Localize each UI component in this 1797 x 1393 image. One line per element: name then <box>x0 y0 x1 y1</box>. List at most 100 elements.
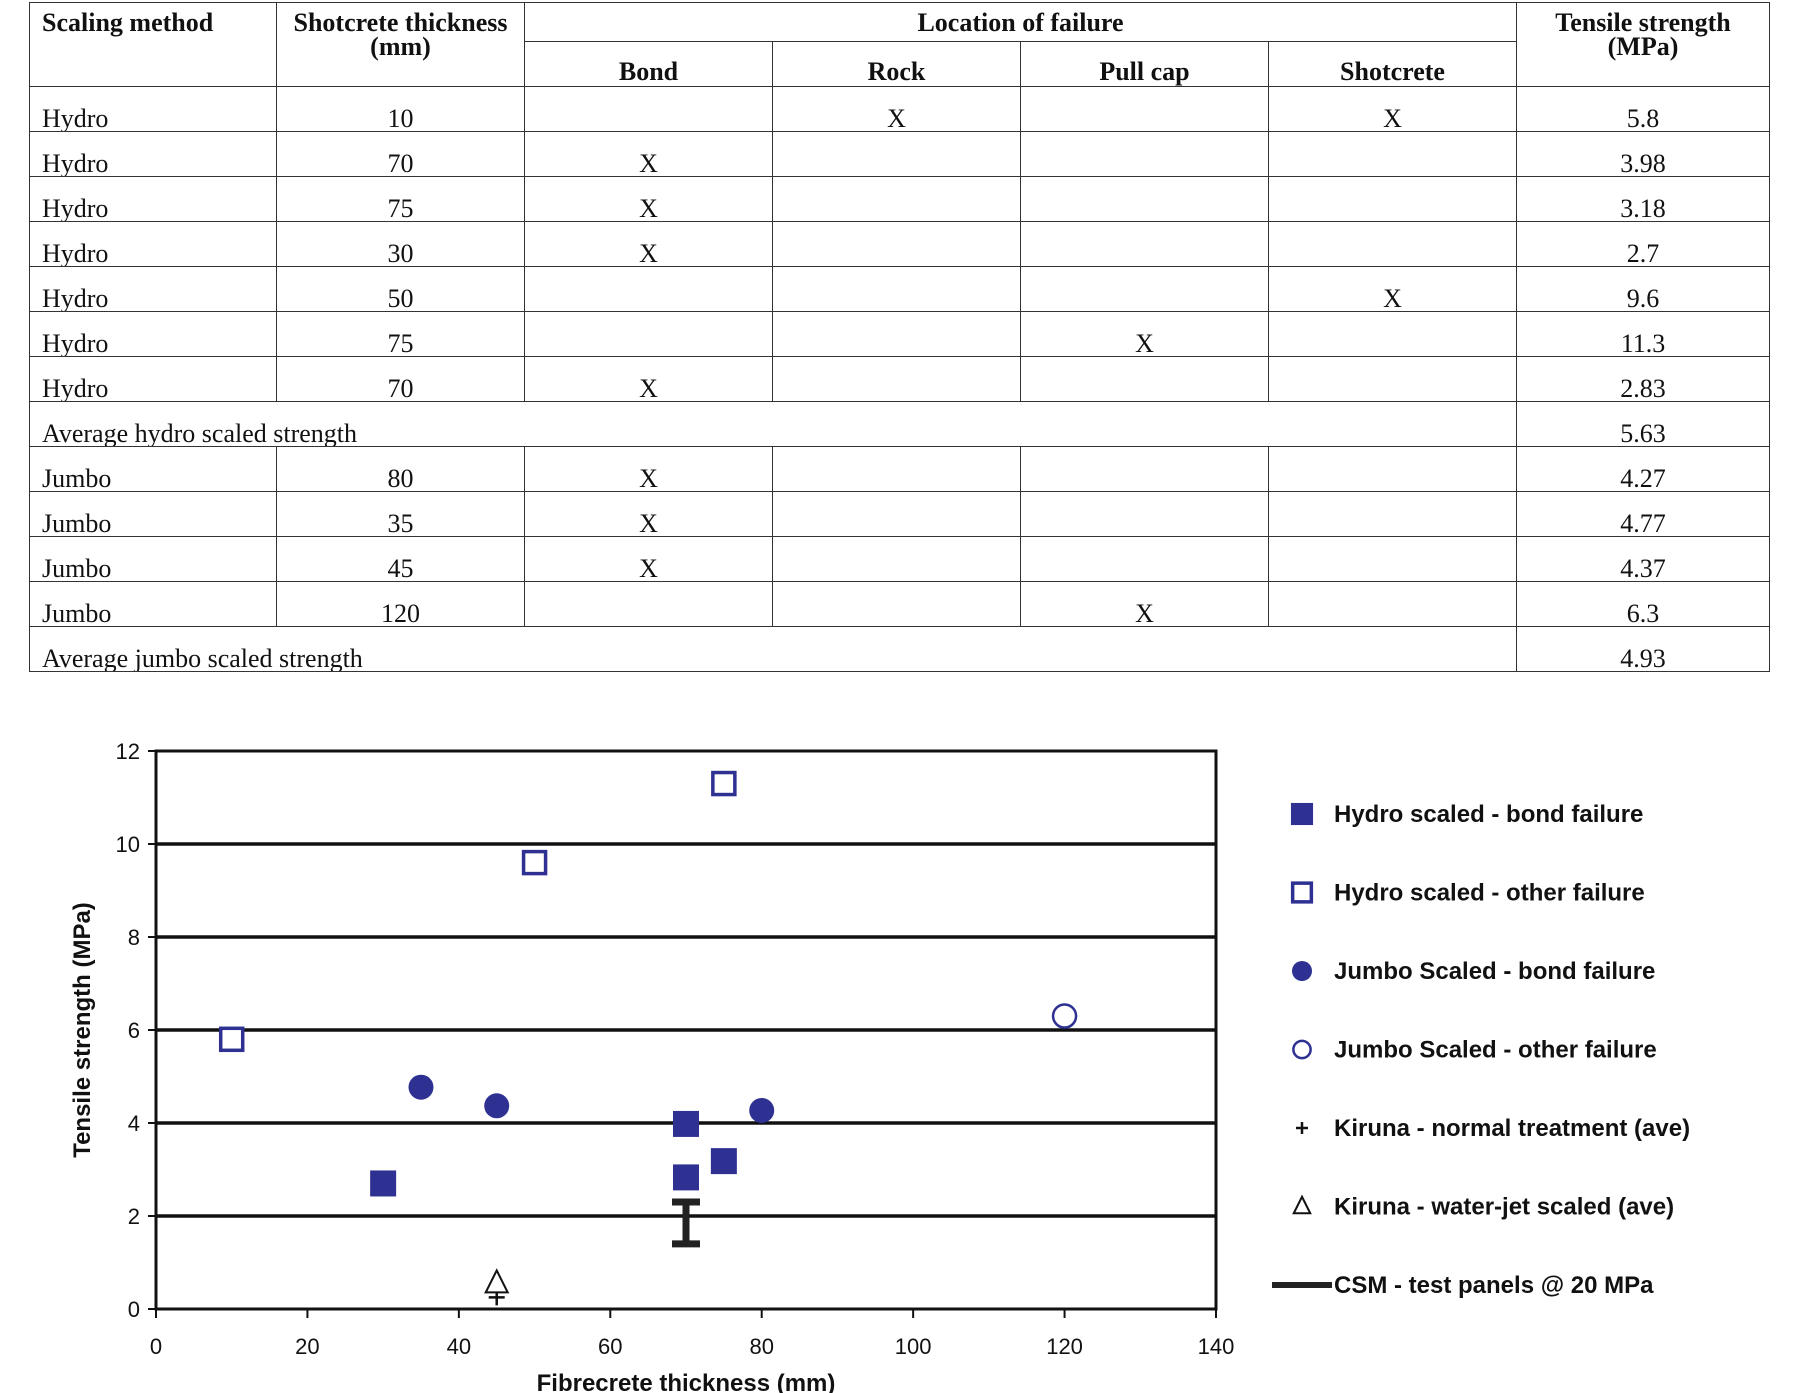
bond-cell: X <box>524 356 773 402</box>
pull-cap-cell <box>1020 176 1269 222</box>
rock-cell: X <box>772 86 1021 132</box>
scaling-method-cell: Hydro <box>29 311 277 357</box>
y-tick-label: 10 <box>116 832 140 857</box>
thickness-cell: 70 <box>276 131 525 177</box>
table-row: Hydro 50 X 9.6 <box>29 266 1770 312</box>
shotcrete-cell <box>1268 446 1517 492</box>
header-bond: Bond <box>524 41 773 87</box>
strength-cell: 11.3 <box>1516 311 1770 357</box>
bond-cell: X <box>524 446 773 492</box>
scaling-method-cell: Hydro <box>29 131 277 177</box>
bond-cell: X <box>524 221 773 267</box>
pull-cap-cell <box>1020 266 1269 312</box>
legend-label: Hydro scaled - bond failure <box>1334 801 1643 828</box>
legend-swatch-open-circle <box>1292 1039 1312 1060</box>
legend-label: Jumbo Scaled - other failure <box>1334 1037 1657 1064</box>
rock-cell <box>772 266 1021 312</box>
rock-cell <box>772 356 1021 402</box>
y-tick-label: 0 <box>128 1297 140 1322</box>
legend-swatch-open-square <box>1290 881 1314 904</box>
table-average-row: Average jumbo scaled strength 4.93 <box>29 626 1770 672</box>
y-tick-label: 6 <box>128 1018 140 1043</box>
pull-cap-cell: X <box>1020 581 1269 627</box>
table-row: Hydro 70 X 2.83 <box>29 356 1770 402</box>
legend-swatch-filled-circle <box>1292 961 1312 981</box>
rock-cell <box>772 221 1021 267</box>
bond-cell <box>524 86 773 132</box>
shotcrete-cell <box>1268 581 1517 627</box>
x-tick-label: 140 <box>1198 1334 1235 1359</box>
legend-label: Jumbo Scaled - bond failure <box>1334 958 1655 985</box>
header-scaling-method: Scaling method <box>29 2 277 87</box>
strength-cell: 3.98 <box>1516 131 1770 177</box>
x-tick-label: 20 <box>295 1334 319 1359</box>
thickness-cell: 70 <box>276 356 525 402</box>
shotcrete-cell <box>1268 536 1517 582</box>
scaling-method-cell: Jumbo <box>29 581 277 627</box>
rock-cell <box>772 446 1021 492</box>
strength-cell: 5.63 <box>1516 401 1770 447</box>
pull-cap-cell: X <box>1020 311 1269 357</box>
scaling-method-cell: Jumbo <box>29 446 277 492</box>
pull-cap-cell <box>1020 491 1269 537</box>
rock-cell <box>772 581 1021 627</box>
filled-circle-point <box>749 1097 775 1123</box>
y-tick-label: 8 <box>128 925 140 950</box>
table-body: Hydro 10 X X 5.8 Hydro 70 X 3.98 Hydro 75 X 3.18 Hydr… <box>29 86 1770 672</box>
header-thickness: Shotcrete thickness (mm) <box>276 2 525 87</box>
scaling-method-cell: Jumbo <box>29 536 277 582</box>
table-row: Jumbo 45 X 4.37 <box>29 536 1770 582</box>
header-rock: Rock <box>772 41 1021 87</box>
table-row: Hydro 10 X X 5.8 <box>29 86 1770 132</box>
legend: Hydro scaled - bond failure Hydro scaled … <box>1272 801 1690 1299</box>
x-tick-label: 40 <box>447 1334 471 1359</box>
strength-cell: 4.93 <box>1516 626 1770 672</box>
pull-cap-cell <box>1020 221 1269 267</box>
legend-swatch-open-triangle <box>1292 1194 1312 1215</box>
legend-label: CSM - test panels @ 20 MPa <box>1334 1272 1654 1299</box>
shotcrete-cell <box>1268 491 1517 537</box>
x-tick-label: 100 <box>895 1334 932 1359</box>
bond-cell <box>524 581 773 627</box>
open-square-point <box>521 849 548 876</box>
open-square-point <box>711 770 737 797</box>
grid-lines <box>156 842 1216 1218</box>
strength-cell: 4.37 <box>1516 536 1770 582</box>
strength-cell: 5.8 <box>1516 86 1770 132</box>
bond-cell: X <box>524 176 773 222</box>
rock-cell <box>772 536 1021 582</box>
y-tick-label: 12 <box>116 739 140 764</box>
x-tick-label: 60 <box>598 1334 622 1359</box>
pull-cap-cell <box>1020 536 1269 582</box>
shotcrete-cell <box>1268 311 1517 357</box>
shotcrete-cell: X <box>1268 266 1517 312</box>
x-axis-title: Fibrecrete thickness (mm) <box>537 1370 836 1393</box>
y-tick-label: 4 <box>128 1111 140 1136</box>
average-label-cell: Average hydro scaled strength <box>29 401 1517 447</box>
filled-circle-point <box>408 1074 434 1100</box>
strength-cell: 9.6 <box>1516 266 1770 312</box>
results-table: Scaling method Shotcrete thickness (mm) L… <box>29 2 1770 672</box>
thickness-cell: 80 <box>276 446 525 492</box>
strength-cell: 2.7 <box>1516 221 1770 267</box>
pull-cap-cell <box>1020 356 1269 402</box>
header-pull-cap: Pull cap <box>1020 41 1269 87</box>
average-label-cell: Average jumbo scaled strength <box>29 626 1517 672</box>
header-tensile-strength: Tensile strength (MPa) <box>1516 2 1770 87</box>
thickness-cell: 45 <box>276 536 525 582</box>
scaling-method-cell: Hydro <box>29 356 277 402</box>
thickness-cell: 120 <box>276 581 525 627</box>
shotcrete-cell <box>1268 221 1517 267</box>
pull-cap-cell <box>1020 86 1269 132</box>
legend-label: Kiruna - normal treatment (ave) <box>1334 1115 1690 1142</box>
pull-cap-cell <box>1020 446 1269 492</box>
table-row: Hydro 70 X 3.98 <box>29 131 1770 177</box>
table-row: Hydro 75 X 11.3 <box>29 311 1770 357</box>
thickness-cell: 10 <box>276 86 525 132</box>
strength-cell: 4.77 <box>1516 491 1770 537</box>
header-location-of-failure: Location of failure <box>524 2 1517 42</box>
pull-cap-cell <box>1020 131 1269 177</box>
bond-cell: X <box>524 131 773 177</box>
bond-cell <box>524 311 773 357</box>
